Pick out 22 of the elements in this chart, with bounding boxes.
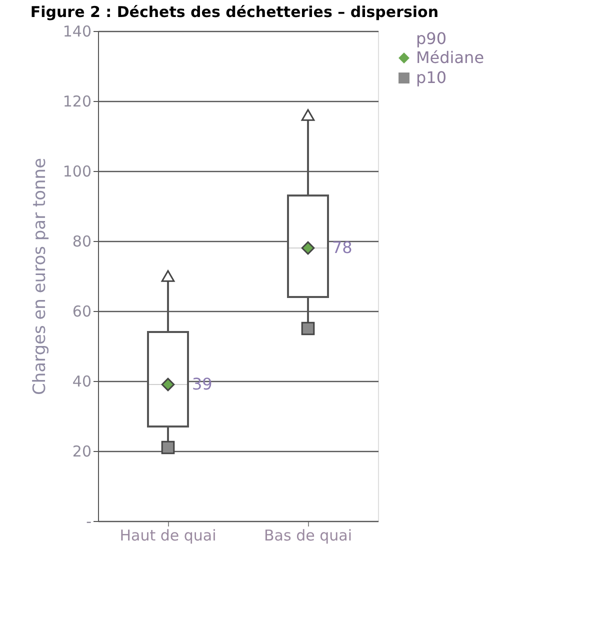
y-tick-label: 40 <box>72 372 92 390</box>
y-tick-label: 80 <box>72 232 92 250</box>
y-tick-label: - <box>86 512 92 530</box>
y-tick-label: 120 <box>62 92 92 110</box>
x-tick-label: Haut de quai <box>120 526 216 544</box>
data-label: 78 <box>332 238 352 257</box>
y-tick-label: 20 <box>72 442 92 460</box>
text: p90 <box>416 29 447 48</box>
legend-label: p10 <box>416 68 447 87</box>
point <box>301 241 315 255</box>
legend-label: Médiane <box>416 48 484 67</box>
point <box>161 440 175 454</box>
y-tick-label: 140 <box>62 22 92 40</box>
point <box>161 270 175 282</box>
point <box>161 378 175 392</box>
chart-title: Figure 2 : Déchets des déchetteries – dispersion <box>30 3 439 21</box>
y-tick-label: 60 <box>72 302 92 320</box>
y-axis-title: Charges en euros par tonne <box>30 158 50 396</box>
point <box>301 322 315 336</box>
point <box>301 109 315 121</box>
x-tick-label: Bas de quai <box>264 526 352 544</box>
y-tick-label: 100 <box>62 162 92 180</box>
